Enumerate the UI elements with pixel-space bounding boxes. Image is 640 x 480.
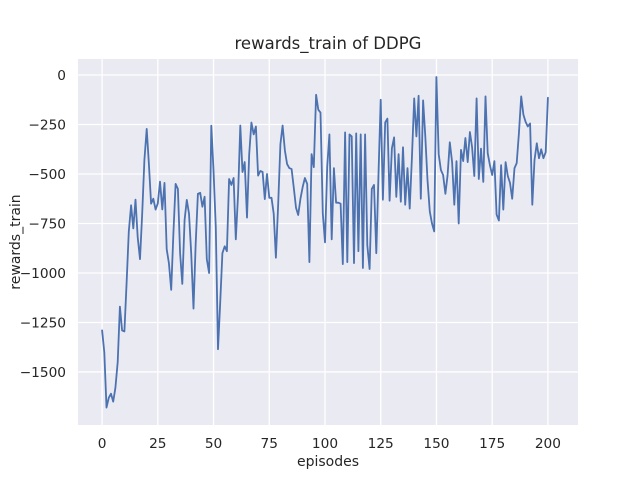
x-tick-label: 125 [368,436,394,452]
x-tick-label: 50 [205,436,222,452]
y-tick-label: −1000 [20,266,66,282]
y-tick-label: −1250 [20,315,66,331]
y-tick-label: −1500 [20,365,66,381]
x-tick-label: 75 [261,436,278,452]
x-axis-label: episodes [296,454,360,470]
x-tick-label: 200 [535,436,561,452]
x-tick-label: 100 [312,436,338,452]
plot-background [78,59,578,425]
y-tick-label: −250 [28,117,66,133]
chart-title: rewards_train of DDPG [234,34,422,53]
x-tick-label: 25 [149,436,166,452]
y-tick-label: −750 [28,216,66,232]
data-line [101,76,549,409]
x-tick-label: 175 [479,436,505,452]
y-tick-label: 0 [57,68,66,84]
x-tick-label: 0 [98,436,107,452]
y-tick-label: −500 [28,167,66,183]
x-tick-label: 150 [423,436,449,452]
